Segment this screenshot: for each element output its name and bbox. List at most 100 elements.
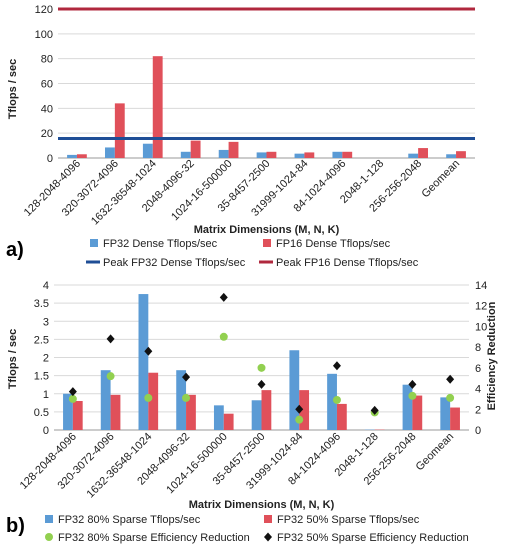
- bar: [261, 390, 272, 430]
- legend-swatch: [263, 239, 271, 247]
- y2-tick-label: 4: [475, 384, 481, 396]
- scatter-point: [446, 374, 455, 384]
- bar: [176, 370, 187, 430]
- y-tick-label: 80: [41, 54, 53, 66]
- scatter-point: [257, 379, 266, 389]
- legend-label: FP32 Dense Tflops/sec: [103, 238, 218, 250]
- bar: [110, 394, 121, 430]
- bar: [332, 151, 343, 158]
- bar: [228, 141, 239, 158]
- bar: [299, 390, 310, 430]
- scatter-point: [446, 393, 455, 402]
- scatter-point: [408, 391, 417, 400]
- legend-swatch: [90, 239, 98, 247]
- bar: [100, 370, 111, 430]
- y2-tick-label: 12: [475, 301, 487, 313]
- bar: [408, 153, 419, 158]
- legend-label: Peak FP16 Dense Tflops/sec: [276, 257, 419, 269]
- y-tick-label: 100: [35, 29, 53, 41]
- bar: [450, 407, 460, 430]
- bar: [223, 413, 234, 430]
- scatter-point: [182, 372, 191, 382]
- scatter-point: [408, 379, 417, 389]
- bar: [148, 372, 159, 430]
- scatter-point: [332, 395, 341, 404]
- bar: [402, 384, 413, 430]
- bar: [213, 405, 224, 430]
- bar: [289, 350, 300, 430]
- scatter-point: [257, 363, 266, 372]
- legend-label: FP16 Dense Tflops/sec: [276, 238, 391, 250]
- scatter-point: [370, 405, 379, 415]
- legend-swatch: [264, 515, 272, 523]
- y-tick-label: 1.5: [34, 371, 49, 383]
- scatter-point: [332, 361, 341, 371]
- bar: [294, 153, 305, 158]
- legend-swatch: [45, 515, 53, 523]
- y-tick-label: 1: [43, 389, 49, 401]
- bar: [218, 149, 229, 158]
- bar: [251, 400, 262, 430]
- y2-tick-label: 8: [475, 342, 481, 354]
- panel-label: b): [6, 515, 25, 537]
- y-tick-label: 20: [41, 128, 53, 140]
- x-axis-title: Matrix Dimensions (M, N, K): [194, 224, 340, 236]
- bar: [138, 294, 149, 430]
- bar: [327, 373, 337, 430]
- legend-label: FP32 80% Sparse Efficiency Reduction: [58, 532, 250, 544]
- scatter-point: [68, 394, 77, 403]
- y-tick-label: 3: [43, 316, 49, 328]
- legend-label: FP32 50% Sparse Tflops/sec: [277, 514, 420, 526]
- bar: [256, 152, 267, 158]
- y2-tick-label: 0: [475, 425, 481, 437]
- y-tick-label: 0: [43, 425, 49, 437]
- x-axis-title: Matrix Dimensions (M, N, K): [189, 499, 335, 511]
- bar: [304, 152, 315, 158]
- y2-axis-title: Efficiency Reduction: [486, 301, 498, 410]
- scatter-point: [106, 334, 115, 344]
- bar: [63, 393, 73, 430]
- x-tick-label: Geomean: [420, 158, 463, 201]
- y2-tick-label: 10: [475, 321, 487, 333]
- bar: [186, 394, 196, 430]
- scatter-point: [144, 346, 153, 356]
- bar: [180, 151, 191, 158]
- bar: [114, 103, 125, 158]
- y2-tick-label: 14: [475, 280, 487, 292]
- legend-label: FP32 50% Sparse Efficiency Reduction: [277, 532, 469, 544]
- bar: [412, 395, 423, 430]
- y-tick-label: 2: [43, 353, 49, 365]
- x-tick-label: Geomean: [414, 431, 457, 474]
- bar: [76, 154, 87, 158]
- y-tick-label: 0: [47, 153, 53, 165]
- bar: [72, 401, 83, 430]
- y-tick-label: 2.5: [34, 334, 49, 346]
- legend-label: FP32 80% Sparse Tflops/sec: [58, 514, 201, 526]
- scatter-point: [144, 393, 153, 402]
- scatter-point: [68, 387, 77, 397]
- y-tick-label: 60: [41, 79, 53, 91]
- bar: [342, 151, 353, 158]
- bar: [152, 56, 163, 158]
- bar: [142, 143, 153, 158]
- scatter-point: [219, 292, 228, 302]
- bar: [105, 147, 115, 158]
- y-tick-label: 120: [35, 4, 53, 16]
- bar: [456, 151, 466, 158]
- scatter-point: [295, 404, 304, 414]
- y-tick-label: 0.5: [34, 407, 49, 419]
- panel-label: a): [6, 239, 24, 261]
- scatter-point: [219, 332, 228, 341]
- y-tick-label: 4: [43, 280, 49, 292]
- y2-tick-label: 2: [475, 404, 481, 416]
- bar: [336, 403, 347, 430]
- scatter-point: [295, 415, 304, 424]
- bar: [418, 148, 428, 158]
- y-axis-title: Tflops / sec: [7, 59, 19, 120]
- x-tick-label: 1632-36548-1024: [85, 431, 155, 501]
- bar: [266, 151, 277, 158]
- x-tick-label: 1632-36548-1024: [89, 158, 159, 228]
- legend-swatch: [45, 533, 53, 541]
- scatter-point: [182, 393, 191, 402]
